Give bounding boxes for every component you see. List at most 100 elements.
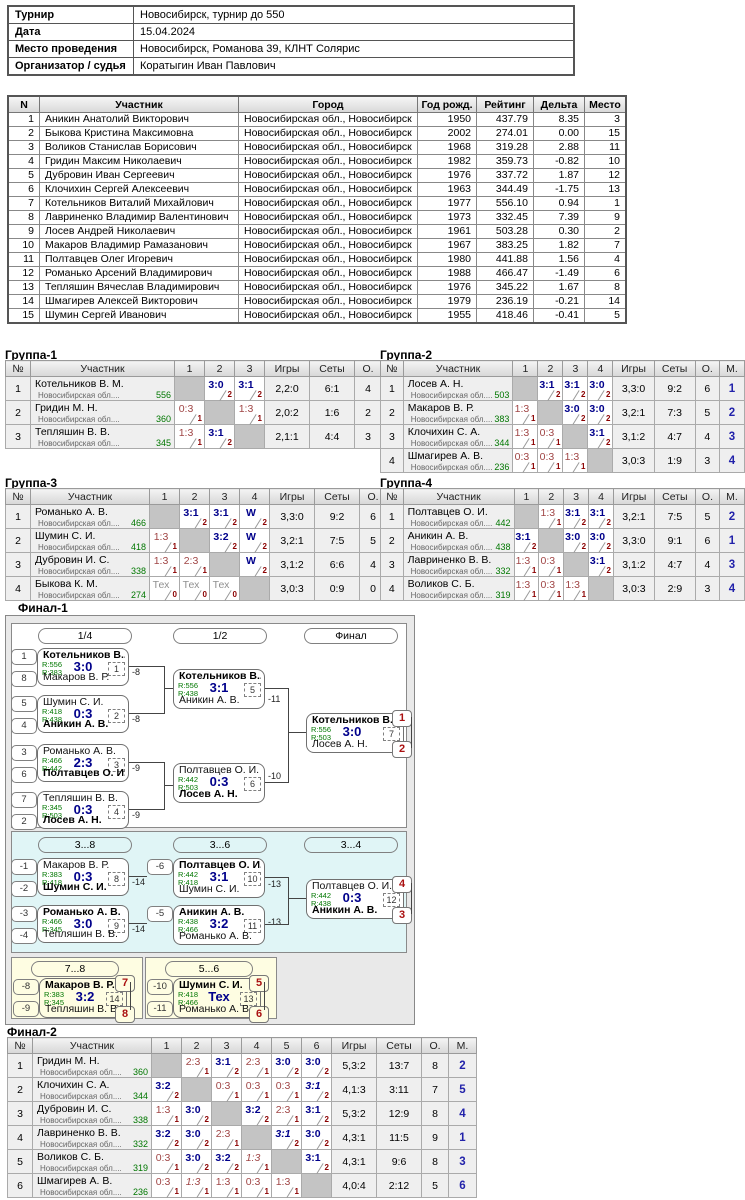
score-slash <box>572 414 581 425</box>
player-top-rating: R:556 <box>311 725 332 734</box>
table-row: 8 Лавриненко Владимир Валентинович Новосиб… <box>7 210 627 225</box>
match-score: 0:3 <box>342 890 362 905</box>
result-cell: 3:1 2 <box>562 376 589 401</box>
delta: 2.88 <box>533 140 585 155</box>
participant-rating: 466 <box>130 517 146 528</box>
self-cell <box>562 424 589 449</box>
delta: 1.82 <box>533 238 585 253</box>
seed-box: -3 <box>11 906 37 922</box>
score-points: 2 <box>324 1067 329 1076</box>
participant-rating: 338 <box>132 1114 148 1125</box>
delta: 0.00 <box>533 126 585 141</box>
score-points: 2 <box>581 390 586 399</box>
score-slash <box>286 1067 294 1078</box>
participant-name: Гридин М. Н. <box>37 1054 100 1067</box>
place-cell: 2 <box>718 400 745 425</box>
match-number: 5 <box>244 683 261 697</box>
score-slash <box>548 566 556 577</box>
match-score: 3:2 <box>209 916 229 931</box>
org-name: Новосибирская обл.... <box>40 1163 122 1173</box>
loser-to-label: -13 <box>268 917 282 927</box>
match-number: 14 <box>106 992 123 1006</box>
row-number: 2 <box>7 1077 33 1102</box>
score-points: 1 <box>172 542 177 551</box>
match-score: 0:3 <box>73 802 93 817</box>
header-participant: Участник <box>30 360 175 377</box>
participant-name: Лавриненко В. В. <box>37 1126 121 1139</box>
table-row: 7 Котельников Виталий Михайлович Новосибир… <box>7 196 627 211</box>
row-number: 12 <box>7 266 40 281</box>
score-points: 2 <box>606 438 611 447</box>
points-cell: 8 <box>421 1101 449 1126</box>
participant-name: Тепляшин В. В. <box>35 425 110 438</box>
birth-year: 2002 <box>417 126 477 141</box>
header-round: 2 <box>204 360 235 377</box>
header-round: 2 <box>181 1037 212 1054</box>
row-number: 4 <box>5 576 31 601</box>
bracket-connector <box>411 883 412 914</box>
result-cell: Тех 0 <box>179 576 210 601</box>
bracket-connector <box>264 982 265 1010</box>
points-cell: 4 <box>694 552 721 577</box>
player-bottom-name: Аникин А. В. <box>312 905 378 916</box>
match-score: W <box>246 555 256 567</box>
sets-cell: 2:12 <box>376 1173 422 1198</box>
score-slash <box>196 1139 204 1150</box>
score-points: 2 <box>174 1139 179 1148</box>
participant-cell: Романько А. В. Новосибирская обл.... 466 <box>30 504 150 529</box>
rating: 359.73 <box>476 154 534 169</box>
score-slash <box>572 462 581 473</box>
result-cell: 0:3 1 <box>151 1173 182 1198</box>
participants-header-cell: N <box>7 95 40 113</box>
points-cell: 5 <box>694 400 720 425</box>
player-top-name: Макаров В. Р. <box>43 860 110 871</box>
result-cell: 0:3 1 <box>174 400 205 425</box>
self-cell <box>587 448 614 473</box>
participant-cell: Полтавцев О. И. Новосибирская обл.... 442 <box>402 504 515 529</box>
player-bottom-rating: R:466 <box>178 998 199 1007</box>
place-cell: 3 <box>448 1149 477 1174</box>
result-cell: 0:3 1 <box>271 1077 302 1102</box>
score-slash <box>316 1139 324 1150</box>
result-cell: 3:1 2 <box>204 424 235 449</box>
score-slash <box>219 390 227 401</box>
match-score: 0:3 <box>73 706 93 721</box>
participant-org: Новосибирская обл.... 383 <box>404 414 513 424</box>
participant-name: Воликов С. Б. <box>407 577 475 590</box>
match-score: 1:3 <box>565 579 580 591</box>
match-score: 3:0 <box>73 916 93 931</box>
score-points: 2 <box>324 1091 329 1100</box>
score-points: 0 <box>232 590 237 599</box>
participant-org: Новосибирская обл.... 360 <box>31 414 174 424</box>
self-cell <box>301 1173 332 1198</box>
header-participant: Участник <box>402 488 515 505</box>
points-cell: 6 <box>694 528 721 553</box>
score-slash <box>196 1115 204 1126</box>
score-points: 1 <box>530 438 536 447</box>
games-cell: 2,2:0 <box>264 376 310 401</box>
header-num: № <box>5 488 31 505</box>
participant-name: Клочихин Сергей Алексеевич <box>39 182 239 197</box>
row-number: 4 <box>7 1125 33 1150</box>
score-slash <box>316 1163 324 1174</box>
table-row: 1 Полтавцев О. И. Новосибирская обл.... 442… <box>380 504 745 529</box>
participant-name: Тепляшин Вячеслав Владимирович <box>39 280 239 295</box>
participant-org: Новосибирская обл.... 236 <box>33 1187 151 1197</box>
header-round: 4 <box>587 360 614 377</box>
participants-header-cell: Рейтинг <box>476 95 534 113</box>
row-number: 3 <box>5 424 31 449</box>
player-bottom-rating: R:438 <box>311 899 332 908</box>
score-slash <box>166 1187 174 1198</box>
row-number: 15 <box>7 308 40 324</box>
score-points: 1 <box>264 1067 269 1076</box>
participant-name: Быкова Кристина Максимовна <box>39 126 239 141</box>
participant-rating: 344 <box>494 437 510 448</box>
player-bottom-name: Лосев А. Н. <box>43 815 102 826</box>
rating: 441.88 <box>476 252 534 267</box>
player-bottom-rating: R:345 <box>44 998 65 1007</box>
score-points: 2 <box>581 518 587 527</box>
score-slash <box>226 1163 234 1174</box>
result-cell: 0:3 1 <box>512 448 539 473</box>
